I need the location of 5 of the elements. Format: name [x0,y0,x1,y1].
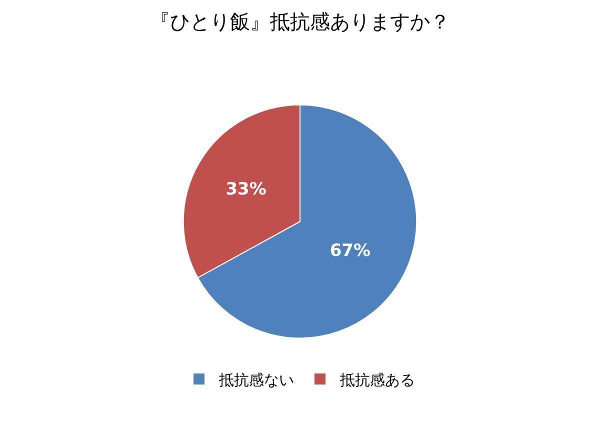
data-label: 67% [330,241,371,262]
data-label: 33% [226,180,266,200]
legend-label: 抵抗感ない [218,370,294,389]
chart-title: 『ひとり飯』抵抗感ありますか？ [150,10,450,34]
legend-label: 抵抗感ある [339,370,415,389]
